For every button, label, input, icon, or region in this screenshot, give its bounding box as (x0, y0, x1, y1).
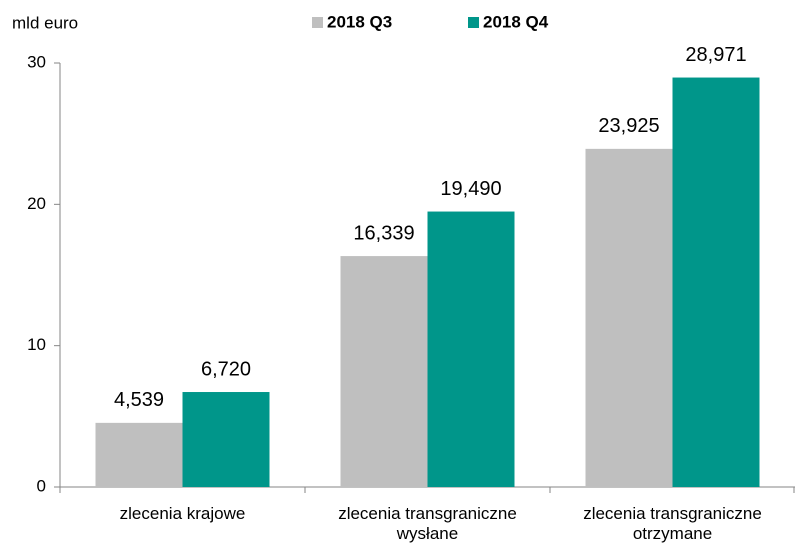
bar (95, 422, 183, 487)
bar (340, 256, 428, 487)
value-label: 23,925 (598, 115, 659, 137)
legend-swatch (312, 17, 323, 28)
x-tick-label: zlecenia krajowe (119, 504, 246, 523)
legend-label: 2018 Q4 (483, 12, 549, 31)
x-tick-label: zlecenia transgraniczne otrzymane (583, 504, 762, 543)
y-tick-label: 10 (27, 335, 46, 354)
bar (427, 211, 515, 488)
value-label: 28,971 (685, 44, 746, 66)
value-label: 6,720 (201, 358, 251, 380)
value-label: 4,539 (114, 389, 164, 411)
y-tick-label: 30 (27, 52, 46, 71)
legend-label: 2018 Q3 (327, 12, 392, 31)
bar (182, 392, 270, 487)
x-tick-label: zlecenia transgraniczne wysłane (338, 504, 517, 543)
value-label: 19,490 (440, 178, 501, 200)
y-tick-label: 0 (37, 476, 46, 495)
bar (585, 148, 673, 488)
y-tick-label: 20 (27, 194, 46, 213)
value-label: 16,339 (353, 222, 414, 244)
bar (672, 77, 760, 487)
legend-swatch (468, 17, 479, 28)
y-axis-label: mld euro (12, 13, 78, 32)
